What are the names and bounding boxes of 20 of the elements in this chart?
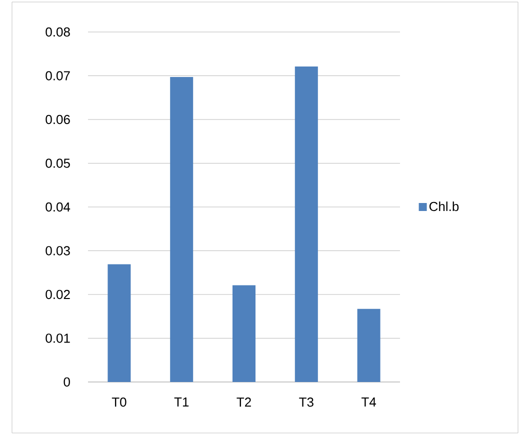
bar <box>357 308 380 382</box>
y-tick-label: 0.05 <box>46 158 70 168</box>
x-tick-label: T1 <box>174 398 189 406</box>
y-tick-label: 0 <box>64 377 70 387</box>
y-tick-label: 0.06 <box>46 114 70 124</box>
x-tick-label: T4 <box>362 398 376 406</box>
bar <box>108 264 131 382</box>
legend-label: Chl.b <box>429 202 459 212</box>
x-tick-label: T2 <box>236 398 251 407</box>
y-tick-label: 0.03 <box>46 246 70 256</box>
bar <box>294 66 318 382</box>
y-tick-label: 0.08 <box>46 27 70 37</box>
y-tick-label: 0.07 <box>46 71 70 80</box>
x-tick-label: T3 <box>299 398 314 407</box>
y-tick-label: 0.04 <box>46 202 70 212</box>
x-tick-label: T0 <box>112 398 126 407</box>
y-tick-label: 0.02 <box>46 290 70 300</box>
bar <box>232 285 256 382</box>
y-tick-label: 0.01 <box>46 334 70 343</box>
bar <box>170 77 194 382</box>
